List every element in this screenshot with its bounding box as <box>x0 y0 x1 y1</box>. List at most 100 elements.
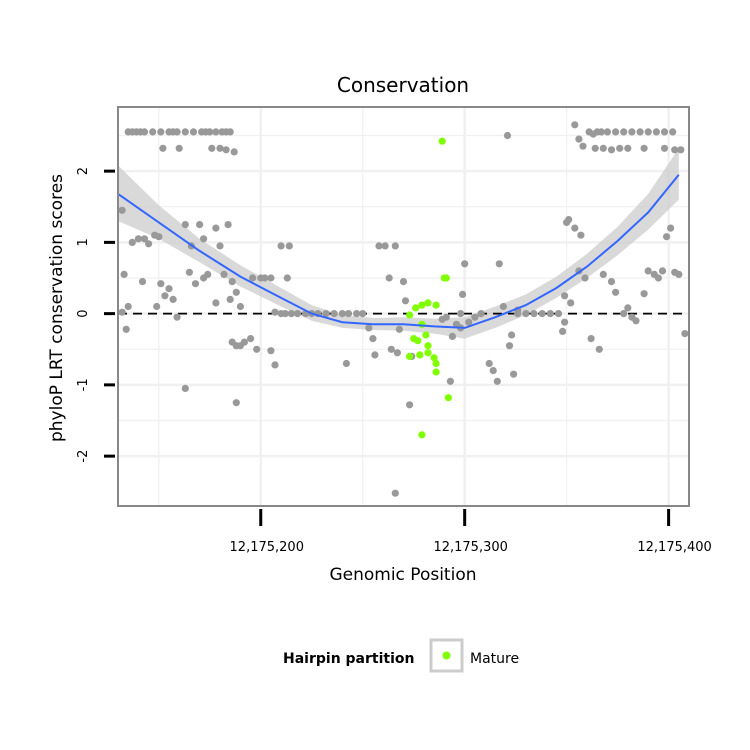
x-tick-label-2: 12,175,400 <box>637 540 711 555</box>
point-mature-3 <box>412 304 420 312</box>
point-other-147 <box>579 142 587 150</box>
point-other-166 <box>640 144 648 152</box>
point-mature-14 <box>416 351 424 359</box>
point-other-169 <box>677 146 685 154</box>
legend-key-mature-point <box>442 651 451 660</box>
point-other-66 <box>253 345 261 353</box>
point-other-25 <box>118 206 126 214</box>
point-other-64 <box>240 338 248 346</box>
point-other-94 <box>371 351 379 359</box>
point-other-23 <box>222 146 230 154</box>
point-other-139 <box>571 224 579 232</box>
point-other-87 <box>338 310 346 318</box>
point-other-40 <box>165 285 173 293</box>
point-other-171 <box>595 345 603 353</box>
point-other-28 <box>122 325 130 333</box>
point-other-151 <box>597 128 605 136</box>
y-tick-label-2: 0 <box>76 309 91 317</box>
point-other-5 <box>149 128 157 136</box>
point-mature-15 <box>424 349 432 357</box>
point-other-99 <box>387 345 395 353</box>
point-other-168 <box>671 146 679 154</box>
y-tick-label-1: -1 <box>76 378 91 391</box>
panel-border <box>117 106 690 507</box>
point-other-55 <box>228 278 236 286</box>
point-other-133 <box>546 310 554 318</box>
point-other-75 <box>277 242 285 250</box>
point-other-18 <box>226 128 234 136</box>
point-other-178 <box>632 317 640 325</box>
point-other-145 <box>571 121 579 129</box>
point-other-114 <box>461 260 469 268</box>
point-other-110 <box>448 332 456 340</box>
x-axis-title: Genomic Position <box>329 565 476 585</box>
y-axis: -2 -1 0 1 2 <box>76 167 115 463</box>
point-other-15 <box>212 128 220 136</box>
point-mature-4 <box>418 301 426 309</box>
point-other-52 <box>200 274 208 282</box>
point-other-92 <box>365 324 373 332</box>
points-other-series <box>118 121 689 497</box>
point-other-138 <box>565 216 573 224</box>
point-other-185 <box>667 224 675 232</box>
point-mature-6 <box>432 301 440 309</box>
point-other-131 <box>530 310 538 318</box>
point-other-187 <box>675 270 683 278</box>
point-other-167 <box>660 144 669 152</box>
point-other-59 <box>226 295 234 303</box>
chart-title: Conservation <box>337 73 469 97</box>
point-other-97 <box>385 274 393 282</box>
point-other-146 <box>575 135 583 143</box>
point-other-30 <box>128 238 136 246</box>
point-other-174 <box>612 288 620 296</box>
point-other-180 <box>644 267 652 275</box>
point-other-142 <box>567 299 575 307</box>
x-tick-label-1: 12,175,300 <box>433 540 507 555</box>
point-other-155 <box>628 128 636 136</box>
point-other-136 <box>561 318 569 326</box>
legend-title: Hairpin partition <box>283 651 414 667</box>
point-other-19 <box>159 144 167 152</box>
point-other-175 <box>620 310 628 318</box>
point-other-58 <box>212 299 220 307</box>
y-tick-label-4: 2 <box>76 167 91 175</box>
point-mature-0 <box>438 137 446 145</box>
point-other-26 <box>120 270 128 278</box>
point-other-49 <box>224 221 232 229</box>
point-mature-17 <box>432 359 440 368</box>
point-other-154 <box>620 128 628 136</box>
point-other-50 <box>185 268 193 276</box>
point-other-160 <box>669 128 677 136</box>
point-mature-2 <box>442 274 450 282</box>
point-other-125 <box>505 342 514 350</box>
point-other-140 <box>577 231 585 239</box>
point-other-67 <box>236 302 244 311</box>
point-other-100 <box>393 349 401 357</box>
point-other-68 <box>249 274 257 282</box>
point-other-158 <box>652 128 661 136</box>
point-other-54 <box>220 270 228 278</box>
point-mature-5 <box>424 299 432 307</box>
point-other-35 <box>155 233 163 241</box>
point-other-89 <box>353 310 361 318</box>
point-other-29 <box>118 308 126 316</box>
y-tick-label-0: -2 <box>76 450 91 463</box>
point-other-163 <box>607 146 616 154</box>
point-other-123 <box>499 302 507 311</box>
point-other-72 <box>271 308 279 316</box>
point-other-33 <box>145 240 153 248</box>
point-other-129 <box>514 310 522 318</box>
point-other-130 <box>522 310 530 318</box>
point-other-157 <box>644 128 652 136</box>
point-other-126 <box>508 331 516 339</box>
point-other-104 <box>406 401 414 409</box>
point-other-120 <box>489 367 497 375</box>
point-other-105 <box>391 489 399 497</box>
point-other-48 <box>212 224 220 232</box>
point-other-20 <box>175 144 183 152</box>
plot-panel <box>117 106 690 507</box>
point-other-173 <box>607 278 616 286</box>
point-other-176 <box>624 304 632 312</box>
points-mature-series <box>406 137 452 439</box>
point-other-85 <box>322 310 330 318</box>
